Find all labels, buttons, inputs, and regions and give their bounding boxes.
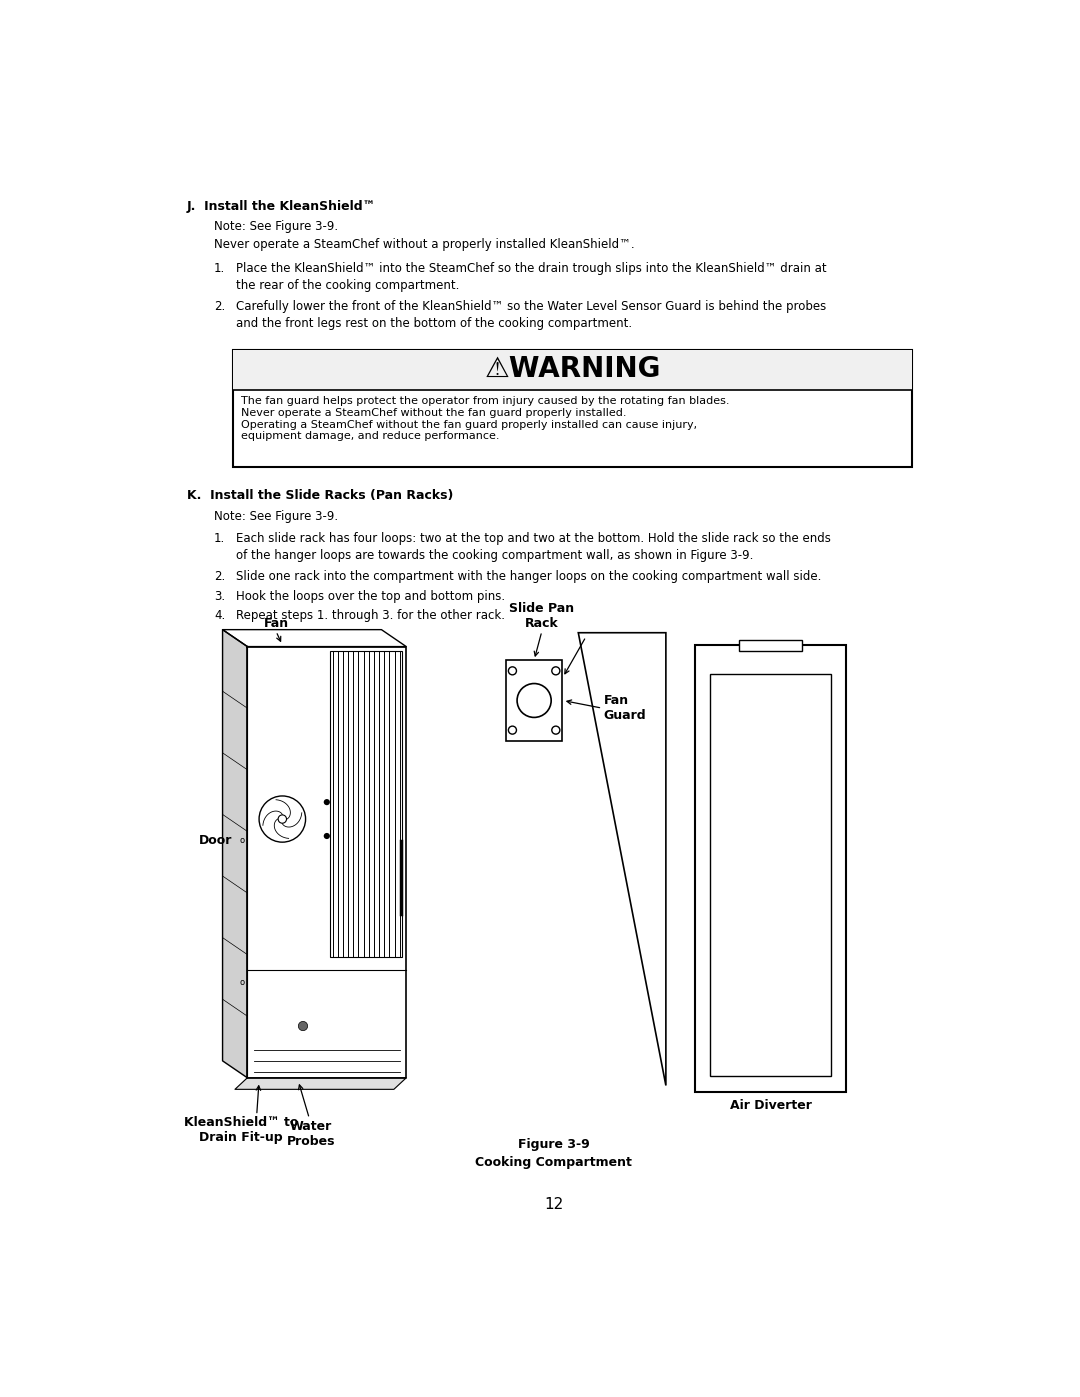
- Text: Figure 3-9: Figure 3-9: [517, 1137, 590, 1151]
- Text: Each slide rack has four loops: two at the top and two at the bottom. Hold the s: Each slide rack has four loops: two at t…: [235, 532, 831, 545]
- Text: Fan: Fan: [264, 616, 288, 630]
- Text: Carefully lower the front of the KleanShield™ so the Water Level Sensor Guard is: Carefully lower the front of the KleanSh…: [235, 300, 826, 313]
- Text: The fan guard helps protect the operator from injury caused by the rotating fan : The fan guard helps protect the operator…: [241, 397, 730, 441]
- Text: 3.: 3.: [214, 591, 225, 604]
- Text: Cooking Compartment: Cooking Compartment: [475, 1157, 632, 1169]
- Circle shape: [324, 799, 329, 805]
- Text: o: o: [239, 978, 244, 988]
- Text: Air Diverter: Air Diverter: [730, 1099, 811, 1112]
- Text: Slide Pan
Rack: Slide Pan Rack: [510, 602, 575, 630]
- Circle shape: [324, 833, 329, 840]
- Text: Note: See Figure 3-9.: Note: See Figure 3-9.: [214, 219, 338, 233]
- Text: o: o: [239, 837, 244, 845]
- FancyBboxPatch shape: [507, 659, 562, 740]
- Text: 2.: 2.: [214, 300, 226, 313]
- FancyBboxPatch shape: [233, 351, 913, 390]
- Text: 1.: 1.: [214, 532, 226, 545]
- Text: Hook the loops over the top and bottom pins.: Hook the loops over the top and bottom p…: [235, 591, 504, 604]
- Circle shape: [298, 1021, 308, 1031]
- Text: 2.: 2.: [214, 570, 226, 584]
- Text: 4.: 4.: [214, 609, 226, 622]
- Text: Slide one rack into the compartment with the hanger loops on the cooking compart: Slide one rack into the compartment with…: [235, 570, 821, 584]
- Polygon shape: [222, 630, 247, 1077]
- FancyBboxPatch shape: [710, 675, 831, 1076]
- Polygon shape: [222, 630, 406, 647]
- Text: of the hanger loops are towards the cooking compartment wall, as shown in Figure: of the hanger loops are towards the cook…: [235, 549, 753, 562]
- Circle shape: [279, 814, 286, 823]
- Text: Place the KleanShield™ into the SteamChef so the drain trough slips into the Kle: Place the KleanShield™ into the SteamChe…: [235, 261, 826, 275]
- FancyBboxPatch shape: [330, 651, 403, 957]
- Text: Door: Door: [199, 834, 232, 847]
- Text: Note: See Figure 3-9.: Note: See Figure 3-9.: [214, 510, 338, 524]
- Text: 12: 12: [544, 1197, 563, 1213]
- Text: Water
Probes: Water Probes: [286, 1120, 335, 1148]
- Polygon shape: [235, 1077, 406, 1090]
- Text: K.  Install the Slide Racks (Pan Racks): K. Install the Slide Racks (Pan Racks): [187, 489, 454, 502]
- Text: ⚠WARNING: ⚠WARNING: [485, 355, 661, 383]
- Text: and the front legs rest on the bottom of the cooking compartment.: and the front legs rest on the bottom of…: [235, 317, 632, 330]
- Polygon shape: [247, 647, 406, 1077]
- FancyBboxPatch shape: [694, 645, 847, 1091]
- Text: Never operate a SteamChef without a properly installed KleanShield™.: Never operate a SteamChef without a prop…: [214, 239, 635, 251]
- Text: the rear of the cooking compartment.: the rear of the cooking compartment.: [235, 278, 459, 292]
- FancyBboxPatch shape: [740, 640, 801, 651]
- Text: 1.: 1.: [214, 261, 226, 275]
- Text: Repeat steps 1. through 3. for the other rack.: Repeat steps 1. through 3. for the other…: [235, 609, 504, 622]
- Text: J.  Install the KleanShield™: J. Install the KleanShield™: [187, 200, 376, 212]
- Text: Fan
Guard: Fan Guard: [604, 694, 647, 722]
- FancyBboxPatch shape: [233, 351, 913, 467]
- Text: KleanShield™ to
Drain Fit-up: KleanShield™ to Drain Fit-up: [184, 1116, 298, 1144]
